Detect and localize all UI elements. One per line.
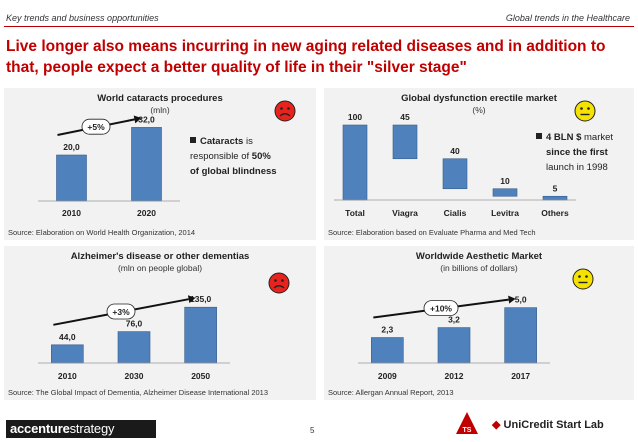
neutral-face-icon <box>574 100 596 122</box>
growth-label: +10% <box>430 304 452 314</box>
data-label: 5,0 <box>515 295 527 305</box>
note-bold: Cataracts <box>200 136 244 147</box>
data-label: 40 <box>450 146 460 156</box>
chart-title: World cataracts procedures <box>97 93 222 104</box>
note-text: market <box>581 132 614 143</box>
data-label: 44,0 <box>59 332 76 342</box>
category-label: Levitra <box>491 208 519 218</box>
source-note: Source: Allergan Annual Report, 2013 <box>328 388 454 397</box>
source-note: Source: The Global Impact of Dementia, A… <box>8 388 269 397</box>
chart-subtitle: (mln on people global) <box>118 263 202 273</box>
unicredit-start-lab-logo: ◆ UniCredit Start Lab <box>492 418 604 431</box>
note-bold: 50% <box>251 151 271 162</box>
sad-face-icon <box>274 100 296 122</box>
note-bold: of global blindness <box>190 166 277 177</box>
chart-subtitle: (%) <box>472 105 485 115</box>
chart-title: Alzheimer's disease or other dementias <box>71 251 250 262</box>
accenture-strategy-logo: accenturestrategy <box>6 420 156 438</box>
note-bold: since the first <box>546 147 608 158</box>
category-label: 2012 <box>445 371 464 381</box>
alzheimer-chart: Alzheimer's disease or other dementias(m… <box>38 251 250 381</box>
bar-2020 <box>131 127 162 202</box>
header-divider <box>4 26 634 27</box>
bar-2010 <box>51 344 84 364</box>
chart-title: Worldwide Aesthetic Market <box>416 251 543 262</box>
growth-arrow-head-icon <box>133 115 142 124</box>
growth-label: +3% <box>112 307 130 317</box>
unicredit-mark-icon: ◆ <box>492 419 501 431</box>
data-label: 20,0 <box>63 142 80 152</box>
data-label: 10 <box>500 176 510 186</box>
aesthetic-market-chart: Worldwide Aesthetic Market(in billions o… <box>358 251 550 381</box>
bar-total <box>342 124 368 201</box>
growth-badge <box>106 303 136 320</box>
logo-main: accenture <box>10 421 70 436</box>
erectile-market-panel: Global dysfunction erectile market (%) 100… <box>324 88 634 240</box>
cataracts-chart: World cataracts procedures(mln) 20,0 2010 3… <box>38 93 223 218</box>
data-label: 2,3 <box>381 325 393 335</box>
data-label: 135,0 <box>190 294 212 304</box>
data-label: 100 <box>348 112 362 122</box>
data-label: 32,0 <box>138 114 155 124</box>
partner-logo-text: UniCredit <box>503 419 554 431</box>
category-label: Cialis <box>444 208 467 218</box>
category-label: 2050 <box>191 371 210 381</box>
section-label: Key trends and business opportunities <box>6 13 159 23</box>
growth-label: +5% <box>87 122 105 132</box>
cataracts-panel: World cataracts procedures (mln) 20,0 2010 3… <box>4 88 316 240</box>
data-label: 45 <box>400 112 410 122</box>
bullet-icon <box>536 133 542 139</box>
note-text: responsible of <box>190 151 252 162</box>
bar-2030 <box>117 331 151 364</box>
ts-logo: TS <box>452 408 482 438</box>
source-note: Source: Elaboration on World Health Orga… <box>8 228 196 237</box>
page-number: 5 <box>310 426 315 435</box>
chart-title: Global dysfunction erectile market <box>401 93 558 104</box>
category-label: 2017 <box>511 371 530 381</box>
category-label: 2010 <box>58 371 77 381</box>
bar-levitra <box>492 188 518 197</box>
bar-2017 <box>504 307 537 364</box>
growth-badge <box>81 118 111 135</box>
logo-sub: strategy <box>69 421 115 436</box>
erectile-note: 4 BLN $ market since the first launch in… <box>536 130 632 175</box>
category-label: Others <box>541 208 569 218</box>
chart-subtitle: (in billions of dollars) <box>440 263 518 273</box>
category-label: 2009 <box>378 371 397 381</box>
category-label: 2010 <box>62 208 81 218</box>
growth-arrow-head-icon <box>187 295 196 304</box>
neutral-face-icon <box>572 268 594 290</box>
erectile-market-chart: Global dysfunction erectile market(%) 100… <box>334 93 576 218</box>
sad-face-icon <box>268 272 290 294</box>
category-label: 2030 <box>125 371 144 381</box>
growth-arrow-head-icon <box>508 295 516 304</box>
note-bold: 4 BLN $ <box>546 132 582 143</box>
partner-logo-suffix: Start Lab <box>553 419 604 431</box>
bar-2009 <box>371 337 404 364</box>
note-text: launch in 1998 <box>546 162 608 173</box>
bar-others <box>542 195 568 201</box>
chart-subtitle: (mln) <box>150 105 170 115</box>
note-text: is <box>243 136 253 147</box>
category-label: Viagra <box>392 208 418 218</box>
data-label: 3,2 <box>448 315 460 325</box>
data-label: 76,0 <box>126 319 143 329</box>
bar-2050 <box>184 306 217 364</box>
bar-viagra <box>392 124 418 160</box>
deck-label: Global trends in the Healthcare <box>505 13 630 23</box>
bullet-icon <box>190 137 196 143</box>
data-label: 5 <box>553 183 558 193</box>
slide-title: Live longer also means incurring in new … <box>6 38 606 76</box>
category-label: 2020 <box>137 208 156 218</box>
cataracts-note: Cataracts is responsible of 50% of globa… <box>190 134 310 179</box>
bar-2012 <box>437 327 471 364</box>
ts-logo-text: TS <box>463 427 472 434</box>
growth-badge <box>423 300 459 316</box>
bar-cialis <box>442 158 468 190</box>
alzheimer-panel: Alzheimer's disease or other dementias (m… <box>4 246 316 400</box>
aesthetic-market-panel: Worldwide Aesthetic Market (in billions o… <box>324 246 634 400</box>
category-label: Total <box>345 208 365 218</box>
bar-2010 <box>56 154 87 202</box>
source-note: Source: Elaboration based on Evaluate Ph… <box>328 228 536 237</box>
